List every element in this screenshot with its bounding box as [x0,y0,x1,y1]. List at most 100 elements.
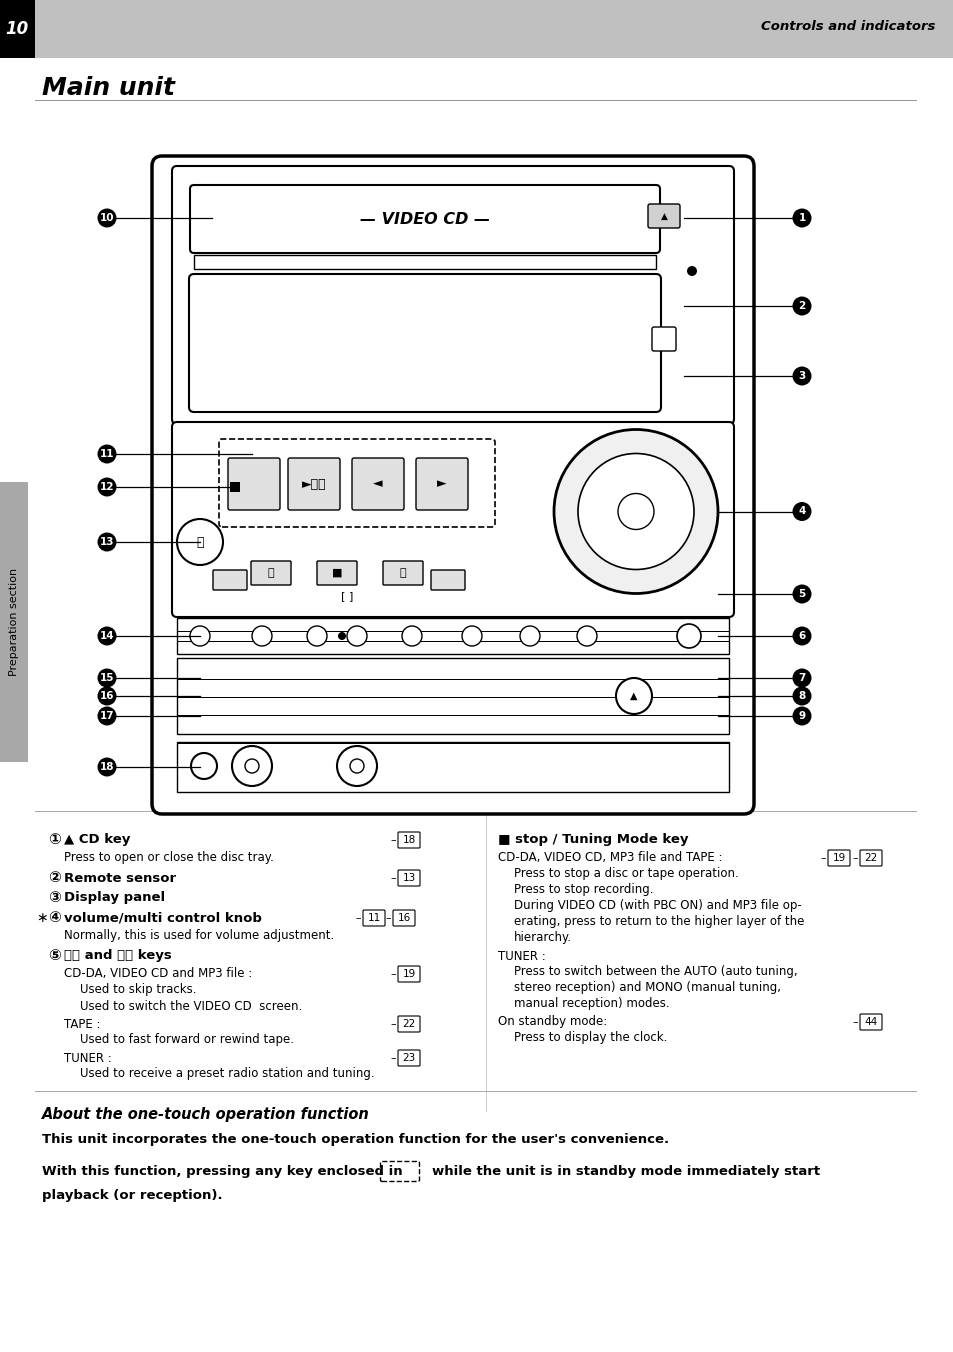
FancyBboxPatch shape [352,458,403,510]
Circle shape [792,366,811,385]
Text: TUNER :: TUNER : [64,1052,112,1064]
Text: 7: 7 [798,673,805,683]
Text: 9: 9 [798,711,804,721]
Text: 23: 23 [402,1053,416,1063]
Text: About the one-touch operation function: About the one-touch operation function [42,1106,370,1122]
Text: Remote sensor: Remote sensor [64,872,176,884]
FancyBboxPatch shape [288,458,339,510]
Text: Press to open or close the disc tray.: Press to open or close the disc tray. [64,852,274,864]
Circle shape [97,707,116,726]
Bar [177,618,728,654]
Circle shape [686,266,697,276]
Circle shape [97,668,116,688]
Text: ①: ① [48,833,61,848]
Text: ⏻: ⏻ [196,535,204,549]
Text: 10: 10 [100,214,114,223]
Circle shape [252,626,272,646]
Text: –: – [355,913,360,923]
Text: Normally, this is used for volume adjustment.: Normally, this is used for volume adjust… [64,930,334,942]
Text: Main unit: Main unit [42,76,174,100]
Text: During VIDEO CD (with PBC ON) and MP3 file op-: During VIDEO CD (with PBC ON) and MP3 fi… [514,899,801,913]
Text: manual reception) modes.: manual reception) modes. [514,998,669,1010]
Text: –: – [820,853,824,863]
FancyBboxPatch shape [152,155,753,814]
Text: –: – [851,1017,857,1028]
Bar [177,641,728,642]
Bar [230,483,240,492]
Text: ⏩: ⏩ [399,568,406,579]
Text: ⑤: ⑤ [48,949,61,964]
Bar [0,0,35,58]
Text: Press to stop a disc or tape operation.: Press to stop a disc or tape operation. [514,868,738,880]
Text: This unit incorporates the one-touch operation function for the user's convenien: This unit incorporates the one-touch ope… [42,1133,668,1146]
Text: 6: 6 [798,631,804,641]
Text: 1: 1 [798,214,804,223]
Text: –: – [390,873,395,883]
Text: 12: 12 [100,483,114,492]
Text: 13: 13 [100,537,114,548]
Circle shape [618,493,654,530]
Bar [177,658,728,734]
Text: 15: 15 [100,673,114,683]
Bar [35,1091,916,1092]
FancyBboxPatch shape [651,327,676,352]
FancyBboxPatch shape [172,422,733,617]
Text: 44: 44 [863,1017,877,1028]
Text: CD-DA, VIDEO CD, MP3 file and TAPE :: CD-DA, VIDEO CD, MP3 file and TAPE : [497,852,721,864]
Bar [193,256,656,269]
Text: ∗: ∗ [36,911,48,925]
Circle shape [577,626,597,646]
Text: –: – [390,969,395,979]
Text: Used to receive a preset radio station and tuning.: Used to receive a preset radio station a… [80,1068,375,1080]
Text: 22: 22 [863,853,877,863]
Text: 18: 18 [402,836,416,845]
Text: 14: 14 [99,631,114,641]
Text: Used to skip tracks.: Used to skip tracks. [80,983,196,996]
Circle shape [792,208,811,227]
Text: –: – [390,836,395,845]
Bar [177,742,728,792]
Text: ■: ■ [332,568,342,579]
FancyBboxPatch shape [172,166,733,425]
Circle shape [97,626,116,645]
Text: Used to switch the VIDEO CD  screen.: Used to switch the VIDEO CD screen. [80,999,302,1013]
Text: — VIDEO CD —: — VIDEO CD — [359,211,490,227]
Text: 18: 18 [100,763,114,772]
Circle shape [97,687,116,706]
Text: –: – [385,913,390,923]
Bar [485,813,487,1111]
Text: Preparation section: Preparation section [9,568,19,676]
Text: ◄: ◄ [373,477,382,491]
Circle shape [554,430,718,594]
Text: ■ stop / Tuning Mode key: ■ stop / Tuning Mode key [497,833,688,846]
Text: ▲: ▲ [659,211,667,220]
Text: erating, press to return to the higher layer of the: erating, press to return to the higher l… [514,915,803,929]
Circle shape [307,626,327,646]
Text: [ ]: [ ] [340,591,353,602]
Bar [177,742,728,744]
Circle shape [191,753,216,779]
Circle shape [677,625,700,648]
Text: Controls and indicators: Controls and indicators [760,20,934,34]
Circle shape [401,626,421,646]
Text: Press to switch between the AUTO (auto tuning,: Press to switch between the AUTO (auto t… [514,965,797,979]
Circle shape [792,707,811,726]
Text: –: – [390,1019,395,1029]
Circle shape [97,533,116,552]
FancyBboxPatch shape [431,571,464,589]
Text: 11: 11 [367,913,380,923]
Text: 17: 17 [99,711,114,721]
Circle shape [350,758,364,773]
Circle shape [347,626,367,646]
FancyBboxPatch shape [316,561,356,585]
Circle shape [792,668,811,688]
Text: TAPE :: TAPE : [64,1018,100,1030]
FancyBboxPatch shape [189,274,660,412]
Circle shape [792,502,811,521]
Text: ③: ③ [48,891,61,906]
Circle shape [792,296,811,315]
Text: With this function, pressing any key enclosed in: With this function, pressing any key enc… [42,1165,402,1179]
Text: 19: 19 [402,969,416,979]
Text: ⏪: ⏪ [268,568,274,579]
Bar [35,100,916,101]
